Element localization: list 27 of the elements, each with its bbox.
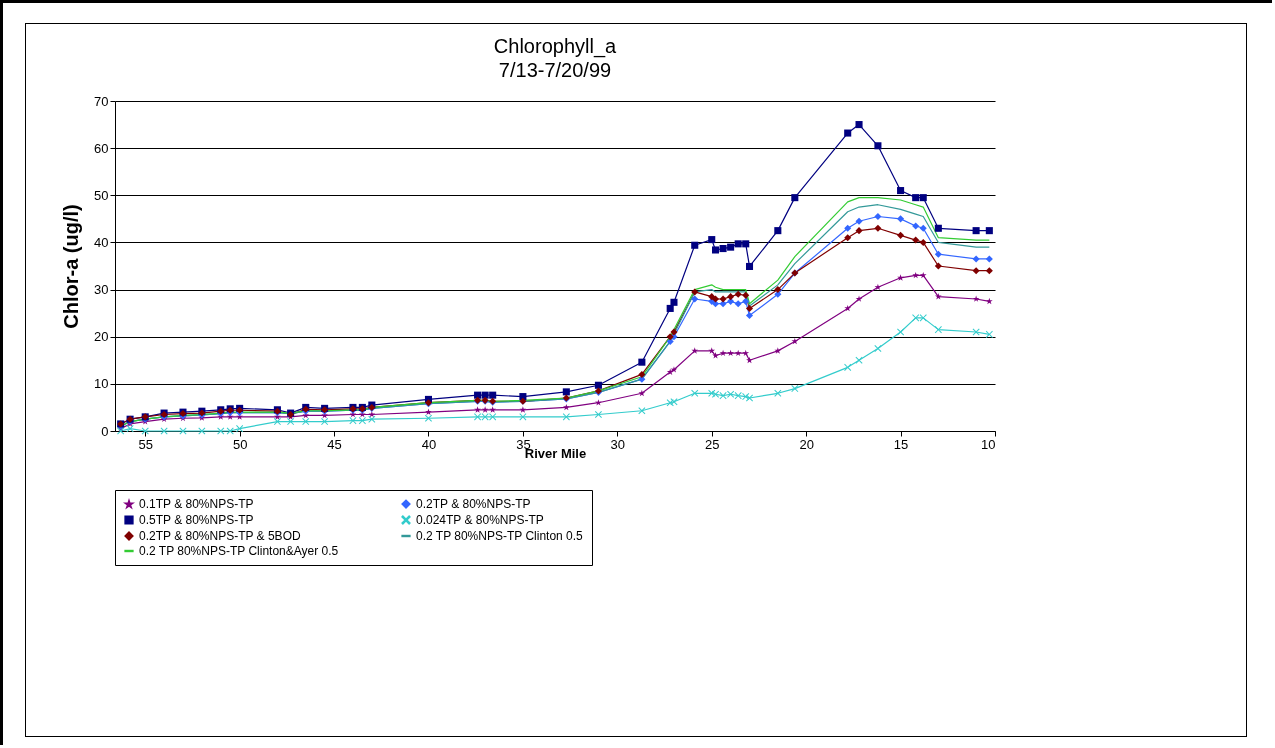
legend-label: 0.024TP & 80%NPS-TP — [416, 513, 544, 527]
legend-label: 0.2 TP 80%NPS-TP Clinton 0.5 — [416, 529, 584, 543]
y-tick-label: 40 — [94, 234, 109, 250]
legend-label: 0.2 TP 80%NPS-TP Clinton&Ayer 0.5 — [139, 544, 339, 558]
legend-label: 0.5TP & 80%NPS-TP — [139, 513, 254, 527]
x-tick-label: 15 — [893, 436, 909, 452]
x-tick-label: 50 — [232, 436, 248, 452]
y-tick-label: 60 — [94, 140, 109, 156]
legend-label: 0.2TP & 80%NPS-TP — [416, 497, 531, 512]
x-tick-label: 40 — [421, 436, 437, 452]
legend-label: 0.1TP & 80%NPS-TP — [139, 497, 254, 512]
legend-label: 0.2TP & 80%NPS-TP & 5BOD — [139, 529, 301, 543]
y-tick-label: 0 — [101, 423, 109, 439]
x-tick-label: 20 — [799, 436, 814, 452]
y-tick-label: 50 — [94, 187, 109, 203]
x-tick-label: 55 — [138, 436, 153, 452]
x-tick-label: 25 — [705, 436, 720, 452]
y-tick-label: 20 — [94, 329, 109, 345]
x-tick-label: 45 — [327, 436, 342, 452]
y-tick-label: 10 — [94, 376, 109, 392]
y-tick-label: 30 — [94, 282, 109, 298]
chart-title: Chlorophyll_a — [493, 35, 618, 58]
y-tick-label: 70 — [94, 93, 109, 109]
y-axis-title: Chlor-a (ug/l) — [60, 204, 83, 329]
chart-subtitle: 7/13-7/20/99 — [498, 59, 612, 81]
x-tick-label: 30 — [610, 436, 626, 452]
x-tick-label: 10 — [981, 436, 996, 452]
